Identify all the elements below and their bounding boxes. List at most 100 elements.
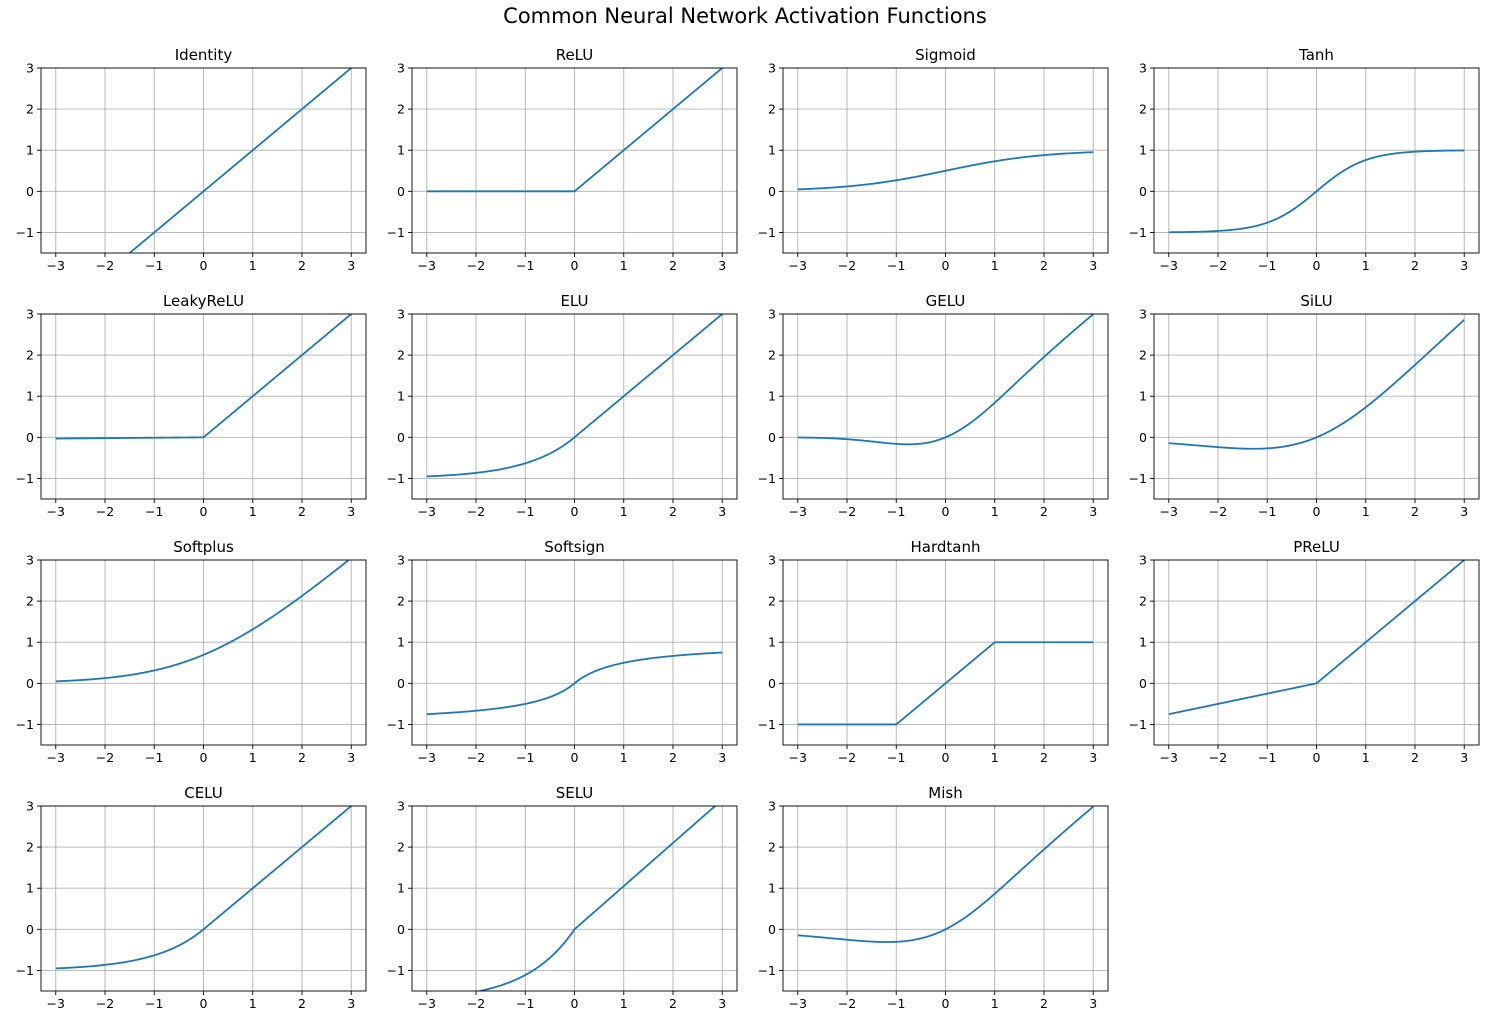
subplot-celu: −3 −2 −1 0 1 2 3 −1 0 1 2 3 CELU <box>16 784 367 1011</box>
x-tick-label: 3 <box>718 750 726 765</box>
y-tick-label: −1 <box>387 963 405 978</box>
subplot-title: Tanh <box>1298 46 1334 64</box>
x-tick-label: −1 <box>887 504 905 519</box>
x-tick-label: 2 <box>1411 504 1419 519</box>
y-tick-label: 0 <box>1139 430 1147 445</box>
x-tick-label: 1 <box>620 750 628 765</box>
subplot-mish: −3 −2 −1 0 1 2 3 −1 0 1 2 3 Mish <box>758 784 1109 1011</box>
y-tick-label: 2 <box>397 102 405 117</box>
y-tick-label: −1 <box>387 717 405 732</box>
x-tick-label: 3 <box>347 750 355 765</box>
subplot-softsign: −3 −2 −1 0 1 2 3 −1 0 1 2 3 Softsign <box>387 538 738 765</box>
x-tick-label: 1 <box>991 750 999 765</box>
y-tick-label: 3 <box>397 61 405 76</box>
x-tick-label: 1 <box>991 504 999 519</box>
y-tick-label: 0 <box>768 676 776 691</box>
x-tick-label: 0 <box>942 258 950 273</box>
subplot-title: Softplus <box>173 538 234 556</box>
x-tick-label: −3 <box>418 504 436 519</box>
subplot-title: Identity <box>175 46 233 64</box>
y-tick-label: 3 <box>26 799 34 814</box>
y-tick-label: −1 <box>16 225 34 240</box>
series-line-identity <box>128 68 352 253</box>
y-tick-label: 0 <box>397 922 405 937</box>
series-line-relu <box>426 68 723 193</box>
x-tick-label: −2 <box>1209 504 1227 519</box>
x-tick-label: 0 <box>942 996 950 1011</box>
x-tick-label: −2 <box>838 996 856 1011</box>
subplot-hardtanh: −3 −2 −1 0 1 2 3 −1 0 1 2 3 Hardtanh <box>758 538 1109 765</box>
x-tick-label: 1 <box>249 750 257 765</box>
x-tick-label: −1 <box>145 996 163 1011</box>
x-tick-label: 3 <box>1460 504 1468 519</box>
subplot-prelu: −3 −2 −1 0 1 2 3 −1 0 1 2 3 PReLU <box>1129 538 1480 765</box>
y-tick-label: 2 <box>768 102 776 117</box>
x-tick-label: 0 <box>1313 750 1321 765</box>
y-tick-label: 0 <box>768 922 776 937</box>
subplot-leakyrelu: −3 −2 −1 0 1 2 3 −1 0 1 2 3 LeakyReLU <box>16 292 367 519</box>
x-tick-label: 0 <box>571 504 579 519</box>
y-tick-label: 2 <box>768 594 776 609</box>
y-tick-label: 0 <box>26 184 34 199</box>
x-tick-label: −2 <box>838 504 856 519</box>
x-tick-label: 0 <box>1313 504 1321 519</box>
x-tick-label: −2 <box>96 258 114 273</box>
y-tick-label: 2 <box>26 594 34 609</box>
x-tick-label: 2 <box>1040 504 1048 519</box>
y-tick-label: 1 <box>1139 635 1147 650</box>
y-tick-label: 2 <box>768 840 776 855</box>
x-tick-label: −3 <box>418 750 436 765</box>
x-tick-label: −1 <box>1258 258 1276 273</box>
x-tick-label: −1 <box>145 504 163 519</box>
y-tick-label: 1 <box>768 143 776 158</box>
x-tick-label: 0 <box>942 750 950 765</box>
x-tick-label: 2 <box>1040 258 1048 273</box>
y-tick-label: 1 <box>397 881 405 896</box>
y-tick-label: 0 <box>397 676 405 691</box>
y-tick-label: −1 <box>387 225 405 240</box>
y-tick-label: 2 <box>397 348 405 363</box>
x-tick-label: −3 <box>418 258 436 273</box>
y-tick-label: 3 <box>397 799 405 814</box>
series-line-hardtanh <box>797 641 1094 726</box>
x-tick-label: −2 <box>96 996 114 1011</box>
x-tick-label: 3 <box>718 258 726 273</box>
y-tick-label: 1 <box>768 389 776 404</box>
figure-title: Common Neural Network Activation Functio… <box>503 4 987 28</box>
series-line-tanh <box>1168 149 1465 234</box>
series-line-celu <box>55 806 352 970</box>
x-tick-label: 1 <box>1362 258 1370 273</box>
x-tick-label: 1 <box>249 504 257 519</box>
y-tick-label: 2 <box>768 348 776 363</box>
x-tick-label: 0 <box>942 504 950 519</box>
x-tick-label: 2 <box>298 504 306 519</box>
series-line-gelu <box>797 314 1094 446</box>
y-tick-label: 3 <box>26 553 34 568</box>
y-tick-label: 2 <box>1139 594 1147 609</box>
x-tick-label: 0 <box>200 258 208 273</box>
x-tick-label: −2 <box>467 504 485 519</box>
y-tick-label: 0 <box>26 676 34 691</box>
y-tick-label: −1 <box>758 963 776 978</box>
x-tick-label: 2 <box>298 750 306 765</box>
x-tick-label: −3 <box>789 258 807 273</box>
x-tick-label: −2 <box>467 750 485 765</box>
x-tick-label: 2 <box>1411 258 1419 273</box>
y-tick-label: 1 <box>397 389 405 404</box>
y-tick-label: 3 <box>397 553 405 568</box>
y-tick-label: 2 <box>1139 102 1147 117</box>
x-tick-label: −3 <box>1160 504 1178 519</box>
series-line-mish <box>797 806 1094 943</box>
x-tick-label: −3 <box>1160 258 1178 273</box>
x-tick-label: −2 <box>1209 258 1227 273</box>
y-tick-label: 1 <box>397 635 405 650</box>
x-tick-label: −1 <box>516 750 534 765</box>
y-tick-label: 3 <box>768 307 776 322</box>
subplot-relu: −3 −2 −1 0 1 2 3 −1 0 1 2 3 ReLU <box>387 46 738 273</box>
y-tick-label: 1 <box>1139 389 1147 404</box>
subplot-identity: −3 −2 −1 0 1 2 3 −1 0 1 2 3 Identity <box>16 46 367 273</box>
y-tick-label: 1 <box>26 389 34 404</box>
y-tick-label: 1 <box>26 881 34 896</box>
x-tick-label: 1 <box>620 504 628 519</box>
y-tick-label: 0 <box>397 430 405 445</box>
